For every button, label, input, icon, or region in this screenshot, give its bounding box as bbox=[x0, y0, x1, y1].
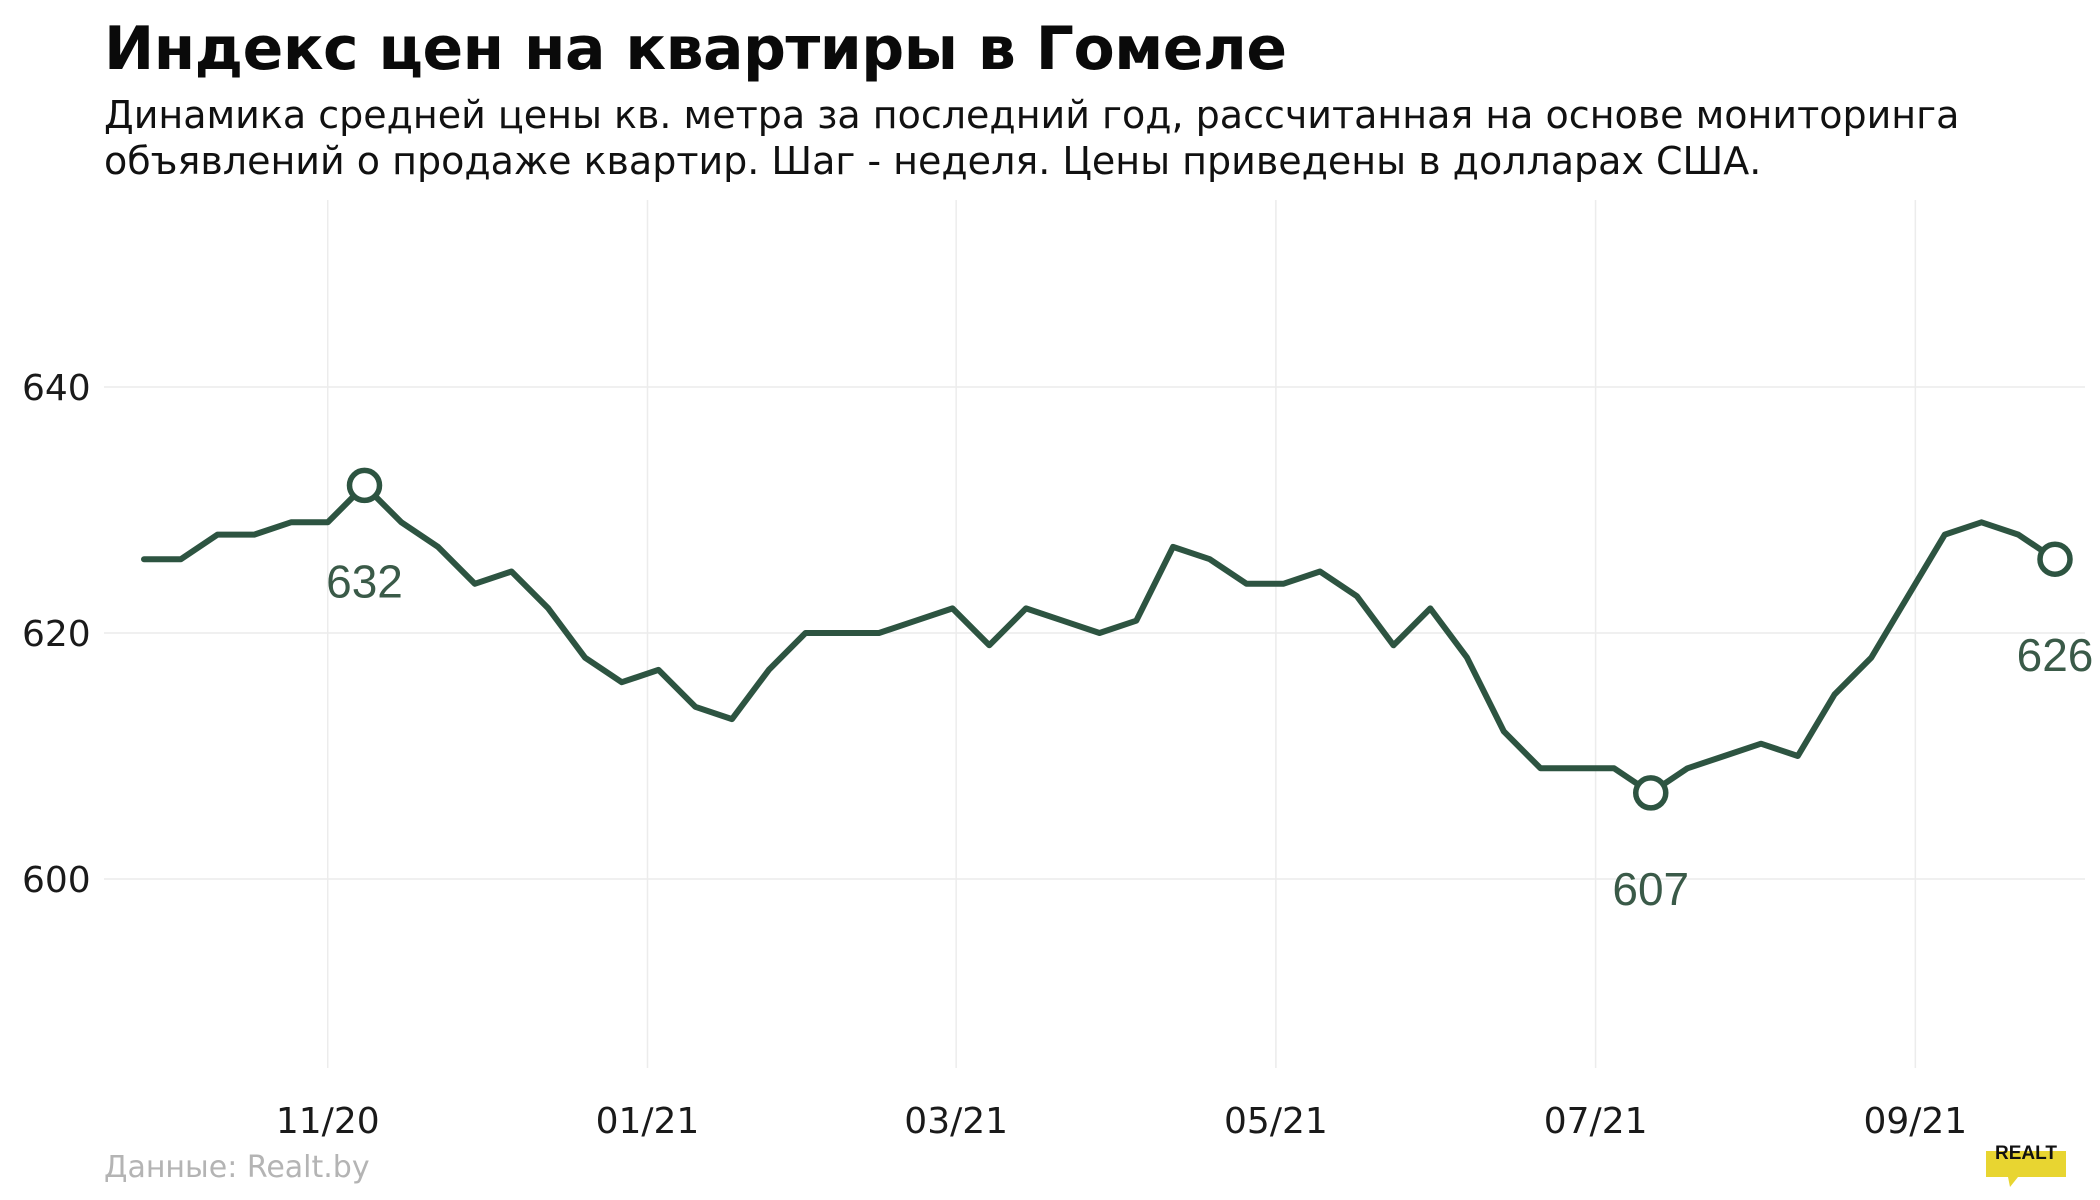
logo-text: REALT bbox=[1995, 1143, 2057, 1164]
y-tick-label-640: 640 bbox=[22, 368, 91, 409]
x-tick-label-5: 09/21 bbox=[1863, 1101, 1967, 1142]
x-tick-label-0: 11/20 bbox=[276, 1101, 380, 1142]
x-tick-label-4: 07/21 bbox=[1544, 1101, 1648, 1142]
y-tick-label-600: 600 bbox=[22, 860, 91, 901]
x-tick-label-3: 05/21 bbox=[1224, 1101, 1328, 1142]
data-label-626: 626 bbox=[2017, 629, 2094, 681]
y-axis-ticks: 600 620 640 bbox=[22, 368, 91, 901]
annotations: 632 607 626 bbox=[326, 467, 2094, 915]
x-tick-label-2: 03/21 bbox=[904, 1101, 1008, 1142]
marker-626 bbox=[2037, 541, 2073, 577]
price-line bbox=[141, 482, 2058, 796]
subtitle-line-2: объявлений о продаже квартир. Шаг - неде… bbox=[104, 139, 1762, 183]
realt-logo: REALT bbox=[1980, 1137, 2072, 1189]
chart-subtitle: Динамика средней цены кв. метра за после… bbox=[104, 92, 2004, 184]
x-axis-ticks: 11/20 01/21 03/21 05/21 07/21 09/21 bbox=[276, 1101, 1967, 1142]
data-label-607: 607 bbox=[1612, 863, 1689, 915]
marker-632 bbox=[346, 467, 383, 504]
y-tick-label-620: 620 bbox=[22, 614, 91, 655]
data-label-632: 632 bbox=[326, 555, 403, 607]
price-series bbox=[141, 482, 2058, 796]
logo-badge-shape bbox=[1986, 1151, 2066, 1187]
x-tick-label-1: 01/21 bbox=[596, 1101, 700, 1142]
data-source: Данные: Realt.by bbox=[104, 1150, 370, 1185]
marker-607 bbox=[1633, 775, 1669, 811]
chart-title: Индекс цен на квартиры в Гомеле bbox=[104, 14, 1287, 84]
grid-lines bbox=[104, 200, 2085, 1068]
subtitle-line-1: Динамика средней цены кв. метра за после… bbox=[104, 93, 1960, 137]
